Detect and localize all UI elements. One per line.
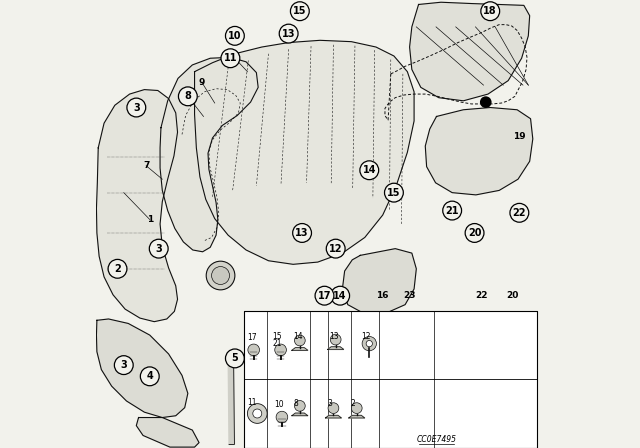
Polygon shape [410, 2, 530, 101]
Polygon shape [136, 418, 199, 447]
Circle shape [225, 349, 244, 368]
Circle shape [328, 403, 339, 414]
Text: 2: 2 [114, 264, 121, 274]
Text: 15: 15 [387, 188, 401, 198]
Text: 13: 13 [295, 228, 309, 238]
Circle shape [127, 98, 146, 117]
Polygon shape [97, 319, 188, 418]
Circle shape [206, 261, 235, 290]
Circle shape [362, 336, 376, 351]
Circle shape [276, 411, 288, 423]
Text: 22: 22 [513, 208, 526, 218]
Text: 7: 7 [143, 161, 149, 170]
Text: 14: 14 [293, 332, 303, 340]
Text: 13: 13 [282, 29, 296, 39]
Polygon shape [228, 353, 234, 444]
Polygon shape [325, 415, 342, 418]
Text: 12: 12 [362, 332, 371, 340]
Text: 13: 13 [329, 332, 339, 340]
Text: 10: 10 [228, 31, 242, 41]
Polygon shape [292, 348, 308, 350]
Circle shape [179, 87, 197, 106]
Text: 19: 19 [513, 132, 525, 141]
Text: 15: 15 [273, 332, 282, 340]
Circle shape [480, 96, 492, 108]
Circle shape [294, 335, 305, 346]
Circle shape [248, 404, 267, 423]
Text: 8: 8 [184, 91, 191, 101]
Polygon shape [195, 40, 414, 264]
Text: 3: 3 [156, 244, 162, 254]
Text: 15: 15 [293, 6, 307, 16]
Polygon shape [97, 90, 177, 322]
Text: 18: 18 [483, 6, 497, 16]
Text: 16: 16 [376, 291, 388, 300]
Polygon shape [160, 57, 258, 252]
Circle shape [465, 224, 484, 242]
Text: 20: 20 [506, 291, 519, 300]
Text: 3: 3 [327, 399, 332, 408]
FancyBboxPatch shape [244, 311, 538, 448]
Text: 17: 17 [248, 333, 257, 342]
Text: CC0E7495: CC0E7495 [417, 435, 456, 444]
Text: 12: 12 [329, 244, 342, 254]
Circle shape [481, 2, 500, 21]
Circle shape [225, 26, 244, 45]
Text: 3: 3 [133, 103, 140, 112]
Text: 14: 14 [362, 165, 376, 175]
Circle shape [253, 409, 262, 418]
Circle shape [330, 334, 341, 345]
Circle shape [443, 201, 461, 220]
Circle shape [291, 2, 309, 21]
Text: 3: 3 [120, 360, 127, 370]
Circle shape [315, 286, 334, 305]
Circle shape [366, 340, 372, 347]
Text: 8: 8 [294, 399, 298, 408]
Circle shape [221, 49, 240, 68]
Circle shape [510, 203, 529, 222]
Circle shape [108, 259, 127, 278]
Circle shape [275, 344, 287, 356]
Text: 9: 9 [199, 78, 205, 87]
Polygon shape [349, 415, 365, 418]
Circle shape [149, 239, 168, 258]
Text: 11: 11 [223, 53, 237, 63]
Text: 22: 22 [475, 291, 488, 300]
Circle shape [294, 401, 305, 411]
Circle shape [279, 24, 298, 43]
Circle shape [326, 239, 345, 258]
Circle shape [331, 286, 349, 305]
Text: 11: 11 [248, 398, 257, 407]
Text: 2: 2 [351, 399, 355, 408]
Circle shape [292, 224, 312, 242]
Circle shape [385, 183, 403, 202]
Text: 21: 21 [445, 206, 459, 215]
Polygon shape [292, 413, 308, 416]
Text: 14: 14 [333, 291, 347, 301]
Text: 20: 20 [468, 228, 481, 238]
Text: 17: 17 [317, 291, 332, 301]
Circle shape [360, 161, 379, 180]
Text: 5: 5 [232, 353, 238, 363]
Text: 23: 23 [403, 291, 416, 300]
Polygon shape [425, 108, 533, 195]
Polygon shape [328, 347, 344, 349]
Text: 1: 1 [147, 215, 153, 224]
Text: 21: 21 [273, 339, 282, 348]
Circle shape [212, 267, 230, 284]
Circle shape [248, 344, 260, 356]
Circle shape [115, 356, 133, 375]
Polygon shape [342, 249, 417, 314]
Text: 10: 10 [274, 400, 284, 409]
Text: 4: 4 [147, 371, 153, 381]
Circle shape [140, 367, 159, 386]
Circle shape [351, 403, 362, 414]
